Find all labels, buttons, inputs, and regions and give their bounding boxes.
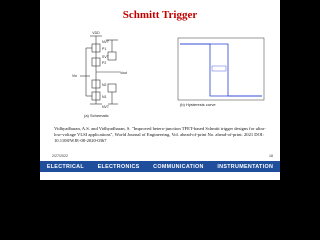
figure-caption: (b) Hysteresis curve — [180, 102, 216, 107]
figures: VDD NVT P1 SVT P2 N2 Vout N1 Vin NVT (a)… — [72, 31, 265, 118]
footer-date: 2/27/2022 — [52, 154, 68, 158]
schematic-label: NVT — [102, 40, 110, 44]
department: ELECTRICAL — [46, 163, 84, 170]
department: COMMUNICATION — [153, 163, 204, 170]
department: INSTRUMENTATION — [217, 163, 274, 170]
schematic-label: P1 — [102, 47, 106, 51]
figure-caption: (a) Schematic — [84, 113, 109, 118]
hysteresis-loop — [180, 43, 262, 97]
reference: Vidhyadharan, A.S. and Vidhyadharan, S. … — [54, 126, 266, 143]
schematic-label: NVT — [102, 105, 110, 109]
page-number: 18 — [269, 154, 273, 158]
schematic-label: VDD — [92, 31, 100, 35]
schematic-label: P2 — [102, 61, 106, 65]
plot-axes — [177, 37, 265, 101]
schematic-label: N1 — [102, 95, 107, 99]
schematic-label: N2 — [102, 83, 107, 87]
screen: {"title": "Schmitt Trigger", "schematic"… — [40, 0, 280, 180]
footer-bar: ELECTRICAL ELECTRONICS COMMUNICATION INS… — [40, 161, 280, 172]
department: ELECTRONICS — [97, 163, 140, 170]
schematic-drawing — [80, 35, 120, 105]
schematic-label: Vin — [72, 74, 77, 78]
schematic-label: Vout — [120, 71, 127, 75]
slide-title: Schmitt Trigger — [122, 9, 198, 21]
schematic-label: SVT — [102, 55, 110, 59]
slide: Schmitt Trigger VDD NVT P1 SVT — [40, 0, 280, 180]
